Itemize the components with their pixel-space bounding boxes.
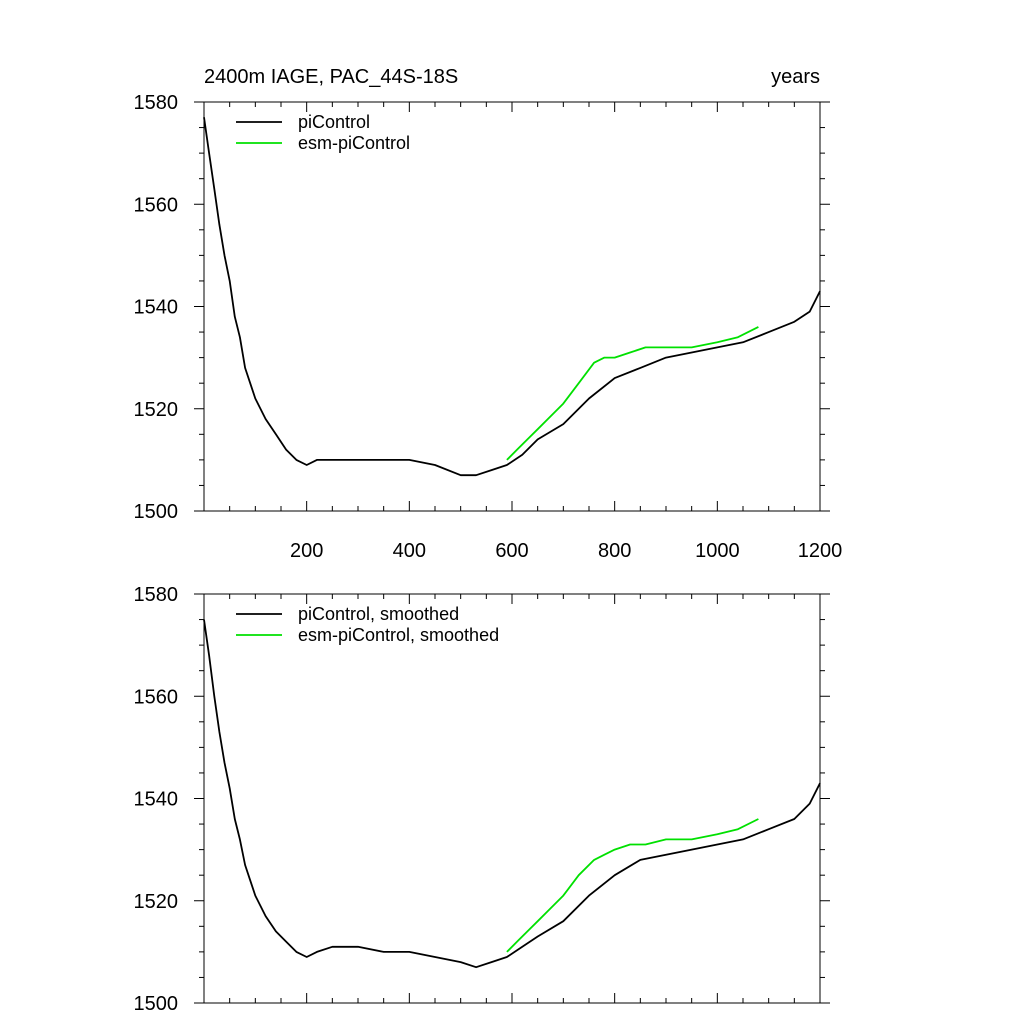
y-tick-label: 1560	[134, 686, 179, 708]
x-tick-label: 1000	[695, 540, 740, 562]
x-tick-label: 600	[495, 540, 528, 562]
series-line-picontrol	[203, 117, 821, 477]
y-tick-label: 1540	[134, 297, 179, 319]
series-line-picontrol-smoothed	[203, 619, 821, 969]
y-tick-label: 1500	[134, 993, 179, 1015]
y-tick-label: 1520	[134, 399, 179, 421]
units-label: years	[771, 66, 820, 88]
series-line-esm-picontrol	[506, 326, 759, 461]
y-tick-label: 1540	[134, 789, 179, 811]
x-tick-label: 400	[393, 540, 426, 562]
panel-bottom: 1500 1520 1540 1560 1580 piControl, smoothede…	[134, 584, 830, 1015]
legend-label: piControl	[298, 112, 370, 132]
x-tick-label: 800	[598, 540, 631, 562]
chart-title: 2400m IAGE, PAC_44S-18S	[204, 66, 458, 88]
plot-frame	[203, 101, 821, 512]
x-tick-label: 200	[290, 540, 323, 562]
legend-label: esm-piControl, smoothed	[298, 625, 499, 645]
y-tick-label: 1500	[134, 501, 179, 523]
y-tick-label: 1560	[134, 194, 179, 216]
x-tick-label: 1200	[798, 540, 843, 562]
y-tick-label: 1520	[134, 891, 179, 913]
plot-frame	[203, 593, 821, 1004]
legend-label: piControl, smoothed	[298, 604, 459, 624]
series-line-esm-picontrol-smoothed	[506, 818, 759, 953]
y-tick-label: 1580	[134, 92, 179, 114]
panel-top: 2400m IAGE, PAC_44S-18S years 200 400 600 8…	[134, 66, 843, 562]
legend-label: esm-piControl	[298, 133, 410, 153]
y-tick-label: 1580	[134, 584, 179, 606]
